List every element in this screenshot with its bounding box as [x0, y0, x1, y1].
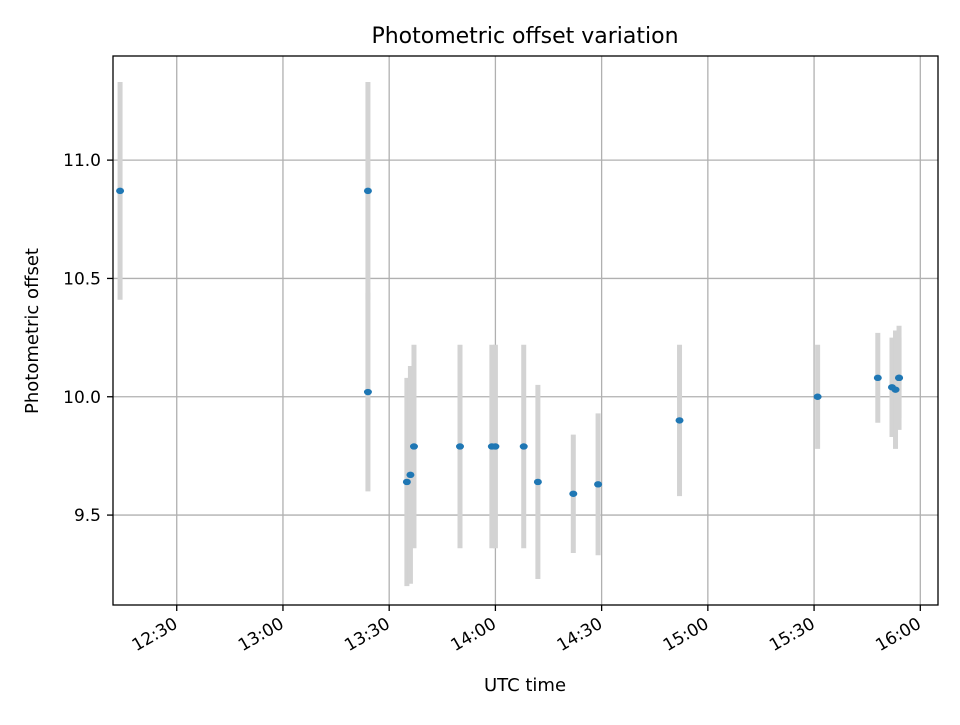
x-tick-label: 13:00 — [235, 614, 287, 656]
y-axis-label: Photometric offset — [22, 248, 43, 414]
data-point — [675, 417, 684, 424]
data-point — [813, 393, 822, 400]
chart-title: Photometric offset variation — [371, 24, 678, 49]
x-tick-label: 15:30 — [766, 614, 818, 656]
data-point — [491, 443, 500, 450]
data-point — [116, 187, 125, 195]
data-point — [455, 443, 464, 450]
y-tick-label: 11.0 — [63, 151, 101, 171]
x-tick-label: 16:00 — [872, 614, 924, 656]
data-layer — [116, 82, 904, 587]
data-point — [594, 481, 603, 488]
y-tick-label: 9.5 — [74, 506, 101, 526]
data-point — [873, 374, 882, 382]
data-point — [891, 386, 900, 393]
y-tick-label: 10.0 — [63, 388, 101, 408]
data-point — [569, 490, 578, 497]
data-point — [895, 374, 904, 382]
data-point — [402, 478, 411, 486]
x-tick-label: 12:30 — [129, 614, 181, 656]
x-tick-label: 13:30 — [341, 614, 393, 656]
x-tick-label: 14:30 — [554, 614, 606, 656]
x-tick-label: 15:00 — [660, 614, 712, 656]
data-point — [533, 478, 542, 486]
data-point — [519, 443, 528, 450]
y-tick-label: 10.5 — [63, 269, 101, 289]
data-point — [406, 471, 415, 479]
plot-frame — [112, 55, 939, 606]
x-axis-label: UTC time — [484, 675, 566, 696]
x-tick-label: 14:00 — [447, 614, 499, 656]
data-point — [409, 443, 418, 450]
data-point — [363, 187, 372, 195]
data-point — [363, 388, 372, 396]
